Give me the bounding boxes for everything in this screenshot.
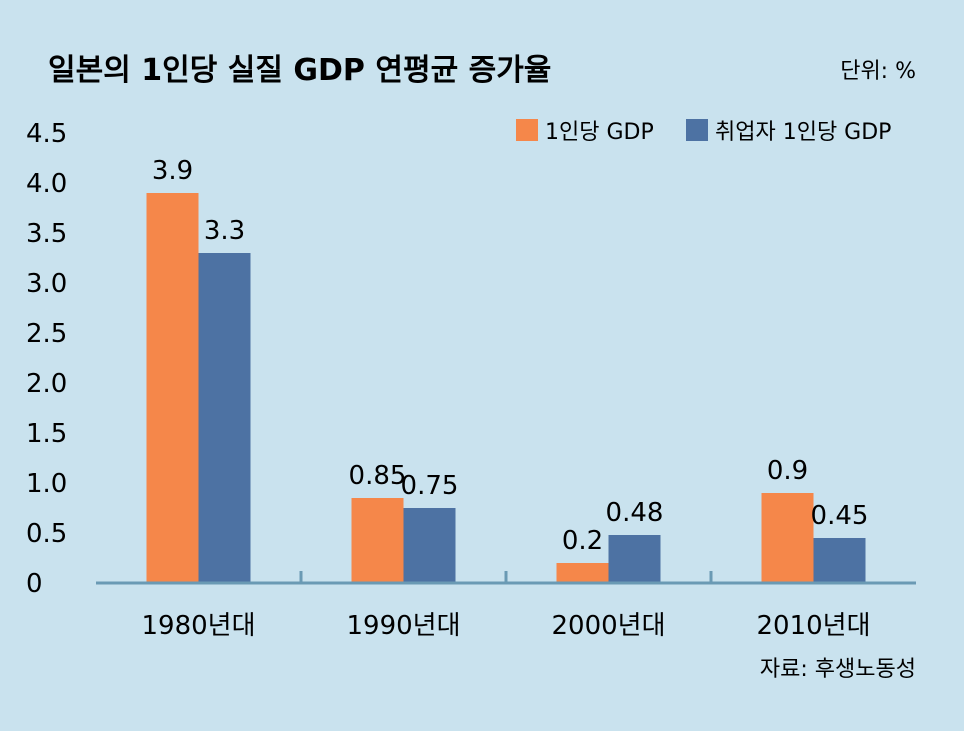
bar-per-capita-gdp [761,493,814,583]
data-label: 0.45 [811,501,869,531]
source-note: 자료: 후생노동성 [760,657,916,682]
y-tick-label: 3.5 [26,219,67,249]
data-label: 0.48 [606,498,664,528]
data-label: 3.3 [204,216,245,246]
y-axis-ticks: 0 0.5 1.0 1.5 2.0 2.5 3.0 3.5 4.0 4.5 [26,119,67,599]
chart-title: 일본의 1인당 실질 GDP 연평균 증가율 [48,53,551,88]
bar-per-worker-gdp [813,538,866,583]
data-label: 3.9 [152,156,193,186]
data-label: 0.85 [349,461,407,491]
legend: 1인당 GDP 취업자 1인당 GDP [516,119,891,145]
y-tick-label: 3.0 [26,269,67,299]
y-tick-label: 1.5 [26,419,67,449]
y-tick-label: 2.5 [26,319,67,349]
bar-per-capita-gdp [351,498,404,583]
x-category-label: 2000년대 [551,611,665,641]
x-category-label: 1990년대 [346,611,460,641]
data-labels: 3.9 3.3 0.850.75 0.20.48 0.90.45 [152,156,869,556]
bar-per-capita-gdp [146,193,199,583]
x-axis [96,571,916,585]
data-label: 0.2 [562,526,603,556]
legend-label-per-capita-gdp: 1인당 GDP [545,120,654,145]
x-category-label: 2010년대 [756,611,870,641]
data-label: 0.75 [401,471,459,501]
data-label: 0.9 [767,456,808,486]
y-tick-label: 0.5 [26,519,67,549]
bar-per-worker-gdp [403,508,456,583]
bar-per-worker-gdp [608,535,661,583]
legend-label-per-worker-gdp: 취업자 1인당 GDP [715,120,891,145]
unit-label: 단위: % [840,59,916,84]
y-tick-label: 1.0 [26,469,67,499]
x-category-label: 1980년대 [141,611,255,641]
bar-per-capita-gdp [556,563,609,583]
y-tick-label: 0 [26,569,43,599]
legend-swatch-per-worker-gdp [686,119,708,141]
y-tick-label: 2.0 [26,369,67,399]
y-tick-label: 4.5 [26,119,67,149]
y-tick-label: 4.0 [26,169,67,199]
bar-per-worker-gdp [198,253,251,583]
legend-swatch-per-capita-gdp [516,119,538,141]
x-axis-categories: 1980년대 1990년대 2000년대 2010년대 [141,611,870,641]
bars [146,193,866,583]
